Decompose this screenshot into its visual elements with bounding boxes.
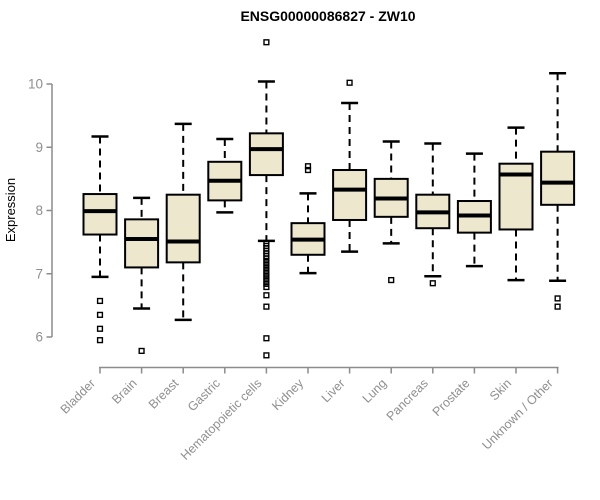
box-group-prostate	[456, 152, 492, 268]
box-group-liver	[332, 79, 368, 253]
iqr-box	[540, 150, 576, 206]
box-group-hematopoietic-cells	[248, 39, 284, 359]
outlier-point	[96, 325, 104, 332]
outlier-point	[263, 261, 270, 268]
box-group-gastric	[207, 137, 243, 214]
chart-title: ENSG00000086827 - ZW10	[240, 8, 415, 24]
outlier-point	[263, 280, 270, 287]
x-tick-label: Skin	[487, 376, 514, 403]
x-tick-label: Brain	[109, 376, 140, 407]
outlier-point	[263, 335, 270, 342]
outlier-point	[263, 39, 270, 46]
outlier-point	[346, 79, 353, 86]
outlier-point	[263, 274, 270, 281]
iqr-box	[82, 193, 118, 236]
outlier-point	[263, 352, 270, 359]
x-tick-label: Liver	[319, 376, 348, 405]
outlier-point	[138, 347, 145, 355]
y-tick-label: 6	[35, 330, 43, 345]
y-tick-label: 8	[35, 203, 43, 218]
outlier-point	[263, 283, 270, 291]
x-tick-label: Gastric	[185, 376, 223, 414]
iqr-box	[165, 193, 201, 264]
box-group-pancreas	[415, 142, 451, 287]
x-tick-label: Unknown / Other	[479, 376, 555, 452]
iqr-box	[248, 132, 284, 177]
box-group-breast	[165, 122, 201, 322]
x-tick-label: Hematopoietic cells	[178, 376, 265, 463]
box-group-kidney	[290, 163, 326, 275]
iqr-box	[124, 218, 160, 269]
box-group-brain	[124, 196, 160, 355]
box-group-lung	[373, 140, 409, 284]
y-tick-label: 9	[35, 140, 43, 155]
outlier-point	[263, 292, 270, 299]
outlier-point	[554, 303, 561, 310]
outlier-point	[263, 303, 270, 310]
outlier-point	[96, 297, 104, 305]
box-group-unknown-other	[540, 71, 576, 310]
outlier-point	[554, 295, 561, 302]
outlier-point	[263, 271, 270, 278]
box-group-bladder	[82, 135, 118, 344]
outlier-point	[263, 277, 270, 284]
outlier-point	[96, 311, 104, 318]
iqr-box	[332, 169, 368, 221]
outlier-point	[263, 255, 270, 262]
x-tick-label: Kidney	[269, 376, 306, 413]
box-group-skin	[498, 126, 534, 282]
outlier-point	[304, 166, 312, 174]
outlier-point	[263, 258, 270, 265]
x-tick-label: Bladder	[58, 376, 98, 416]
y-axis-label: Expression	[3, 178, 18, 242]
x-tick-label: Prostate	[430, 376, 473, 419]
outlier-point	[304, 163, 312, 170]
outlier-point	[96, 337, 104, 344]
outlier-point	[263, 264, 270, 272]
x-tick-label: Pancreas	[384, 376, 431, 423]
y-tick-label: 7	[35, 266, 43, 281]
y-tick-label: 10	[28, 77, 43, 92]
x-tick-label: Breast	[146, 376, 182, 412]
outlier-point	[388, 276, 395, 284]
x-tick-label: Lung	[360, 376, 390, 406]
outlier-point	[429, 280, 436, 287]
outlier-point	[263, 268, 270, 275]
plot-area: 10 9 8 7 6 Bladder Brain Breast GastricHematopoi…	[28, 39, 576, 463]
